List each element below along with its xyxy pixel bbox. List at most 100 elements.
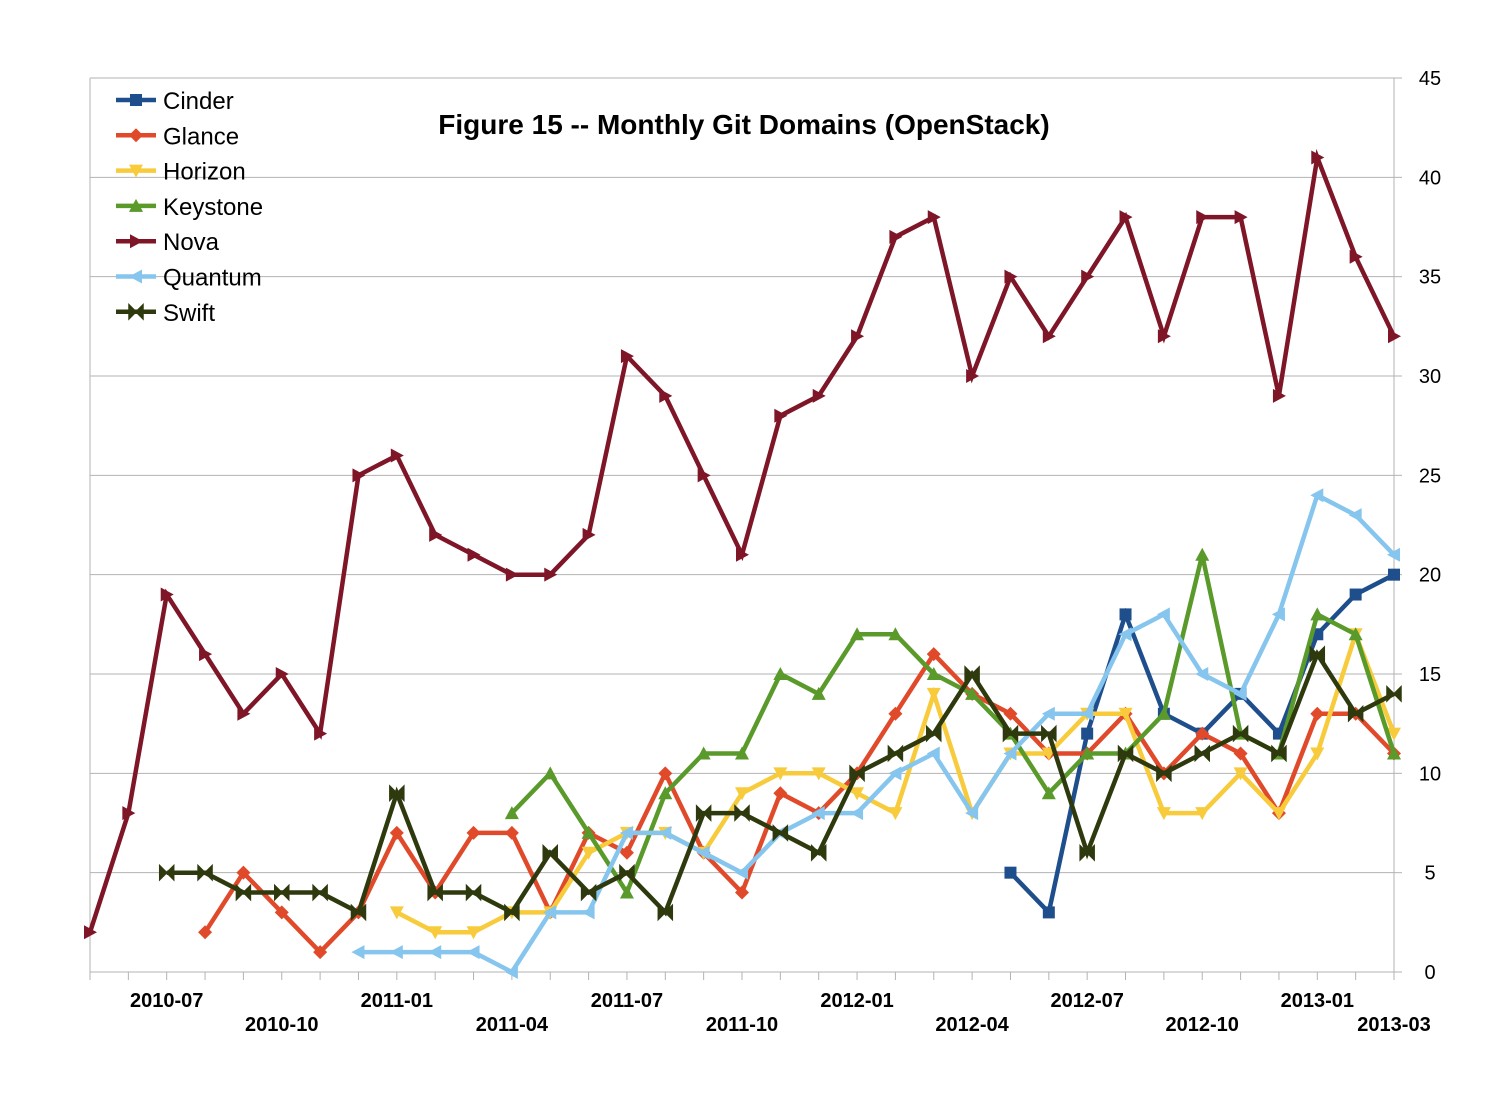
data-point-nova [122,806,136,821]
data-point-swift [772,824,789,842]
data-point-keystone [773,667,788,680]
data-point-quantum [1156,607,1170,622]
data-point-nova [199,647,213,662]
data-point-quantum [658,825,672,840]
data-point-quantum [389,945,403,960]
x-tick-label: 2010-07 [130,990,203,1012]
data-point-glance [619,845,634,860]
data-point-quantum [1118,627,1132,642]
series-line-quantum [358,491,1396,975]
data-point-nova [1119,210,1133,225]
data-point-nova [314,726,328,741]
data-point-cinder [1388,568,1400,581]
data-point-nova [889,229,903,244]
data-point-keystone [658,786,673,800]
data-point-keystone [811,686,826,700]
data-point-nova [1272,388,1286,403]
y-tick-label: 35 [1419,267,1441,289]
data-point-quantum [351,945,365,960]
data-point-horizon [1233,767,1248,781]
data-point-cinder [1081,727,1094,740]
data-point-quantum [926,746,940,761]
data-point-quantum [1233,686,1247,701]
data-point-nova [1042,329,1056,344]
legend-label: Swift [163,300,215,327]
data-point-nova [1081,269,1095,284]
data-point-horizon [888,807,903,821]
legend-item-cinder: Cinder [116,88,234,115]
legend-swatch-marker [128,302,144,321]
data-point-quantum [1041,706,1055,721]
data-point-quantum [1310,488,1324,503]
y-tick-label: 20 [1419,565,1441,587]
data-point-swift [657,903,674,922]
legend-swatch-marker [129,198,143,212]
legend-label: Cinder [163,88,234,115]
data-point-nova [736,547,749,562]
data-point-horizon [1271,807,1286,821]
x-tick-label: 2011-10 [706,1014,778,1036]
data-point-keystone [850,627,865,641]
data-point-nova [237,706,251,721]
data-point-glance [389,825,404,840]
data-point-quantum [466,945,480,960]
data-point-glance [1233,746,1248,761]
data-point-keystone [619,885,634,899]
data-point-nova [851,329,865,344]
x-tick-label: 2011-04 [476,1014,549,1036]
x-tick-label: 2011-01 [361,990,433,1012]
x-tick-label: 2012-01 [820,990,893,1012]
data-point-nova [1004,269,1018,284]
data-point-swift [235,883,252,902]
data-point-nova [1234,210,1248,225]
data-point-quantum [619,825,633,840]
y-tick-label: 5 [1424,863,1435,885]
data-point-horizon [1156,807,1171,821]
data-point-swift [887,744,904,763]
y-tick-label: 0 [1424,962,1435,984]
data-point-horizon [389,906,404,920]
legend-label: Keystone [163,194,263,221]
y-tick-label: 15 [1419,664,1441,686]
data-point-keystone [696,746,711,760]
data-point-quantum [888,766,902,781]
data-point-swift [158,863,175,882]
y-tick-label: 40 [1419,167,1441,189]
data-point-glance [198,925,213,940]
data-point-swift [964,665,980,683]
data-point-nova [1157,329,1171,344]
legend-label: Quantum [163,265,262,292]
legend-item-glance: Glance [116,123,239,150]
data-point-cinder [1004,866,1017,879]
data-point-horizon [926,687,941,701]
data-point-nova [352,468,366,483]
data-point-swift [849,764,865,783]
data-point-swift [1041,724,1057,743]
x-tick-label: 2013-03 [1357,1014,1430,1036]
legend-label: Horizon [163,159,246,186]
data-point-swift [274,883,290,902]
data-point-quantum [1348,508,1362,523]
data-point-nova [467,547,481,562]
legend-item-nova: Nova [116,229,220,256]
y-tick-label: 25 [1419,465,1441,487]
data-point-cinder [1042,906,1055,919]
series-line-horizon [395,627,1397,935]
legend-swatch-marker [130,234,143,249]
data-point-quantum [543,905,557,920]
data-point-nova [927,210,941,225]
data-point-nova [812,388,826,403]
data-point-nova [1311,150,1325,165]
data-point-glance [1310,706,1325,721]
data-point-quantum [1003,746,1017,761]
data-point-glance [313,945,328,960]
chart-title: Figure 15 -- Monthly Git Domains (OpenSt… [438,109,1049,140]
series-line-keystone [510,554,1397,898]
data-point-nova [275,667,289,681]
x-tick-label: 2011-07 [591,990,663,1012]
data-point-horizon [811,767,826,781]
data-point-swift [465,883,482,902]
data-point-horizon [1118,707,1133,721]
data-point-nova [659,388,673,403]
